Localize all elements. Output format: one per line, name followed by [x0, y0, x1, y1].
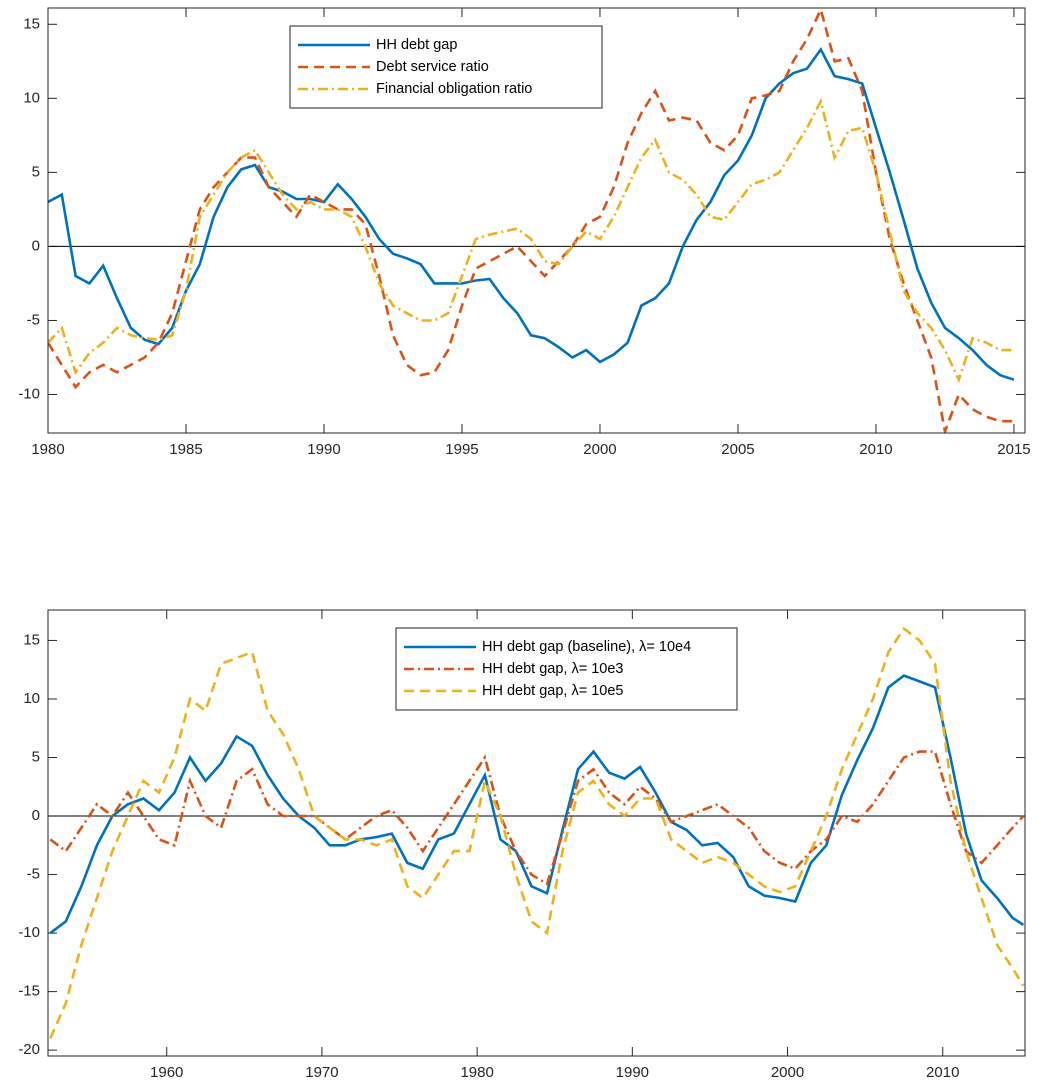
x-tick-label: 2010	[859, 441, 892, 458]
y-tick-label: 10	[23, 89, 40, 106]
x-tick-label: 1990	[616, 1064, 649, 1081]
series-line	[49, 674, 1025, 935]
x-tick-label: 2015	[997, 441, 1030, 458]
x-tick-label: 1980	[31, 441, 64, 458]
axes: -20 -15 -10 -5 0 5 10 15 1960 1970 1980 1990 2000 201…	[18, 609, 1026, 1081]
x-tick-label: 1990	[307, 441, 340, 458]
x-tick-label: 2000	[771, 1064, 804, 1081]
y-tick-label: 0	[32, 237, 40, 254]
y-tick-label: -5	[27, 311, 40, 328]
series-line	[48, 8, 1014, 433]
y-tick-label: 10	[23, 690, 40, 707]
y-tick-label: -5	[27, 866, 40, 883]
legend-label: HH debt gap, λ= 10e3	[482, 661, 623, 677]
x-tick-label: 1960	[150, 1064, 183, 1081]
series-line	[49, 626, 1025, 1039]
y-tick-label: 15	[23, 631, 40, 648]
x-tick-label: 2010	[926, 1064, 959, 1081]
legend-label: HH debt gap (baseline), λ= 10e4	[482, 639, 691, 655]
y-tick-label: -20	[18, 1041, 40, 1058]
axes-box	[47, 609, 1026, 1057]
y-tick-label: 0	[32, 807, 40, 824]
legend-label: Debt service ratio	[376, 59, 489, 75]
x-tick-label: 2000	[583, 441, 616, 458]
y-tick-label: -15	[18, 983, 40, 1000]
y-tick-label: 15	[23, 15, 40, 32]
y-tick-label: 5	[32, 163, 40, 180]
legend-box	[289, 25, 603, 109]
legend: HH debt gap (baseline), λ= 10e4 HH debt g…	[395, 627, 738, 711]
legend: HH debt gap Debt service ratio Financial o…	[289, 25, 603, 109]
axes: -10 -5 0 5 10 15 1980 1985 1990 1995 2000 2005 2010 2…	[18, 7, 1031, 458]
legend-label: HH debt gap	[376, 37, 457, 53]
y-tick-label: -10	[18, 924, 40, 941]
x-tick-label: 2005	[721, 441, 754, 458]
series-line	[48, 97, 1014, 384]
x-tick-label: 1980	[460, 1064, 493, 1081]
x-tick-label: 1970	[305, 1064, 338, 1081]
x-tick-label: 1985	[169, 441, 202, 458]
x-tick-label: 1995	[445, 441, 478, 458]
axes-box	[47, 7, 1026, 434]
series-line	[48, 47, 1015, 381]
legend-label: HH debt gap, λ= 10e5	[482, 683, 623, 699]
y-tick-label: -10	[18, 385, 40, 402]
y-tick-label: 5	[32, 748, 40, 765]
legend-label: Financial obligation ratio	[376, 81, 532, 97]
